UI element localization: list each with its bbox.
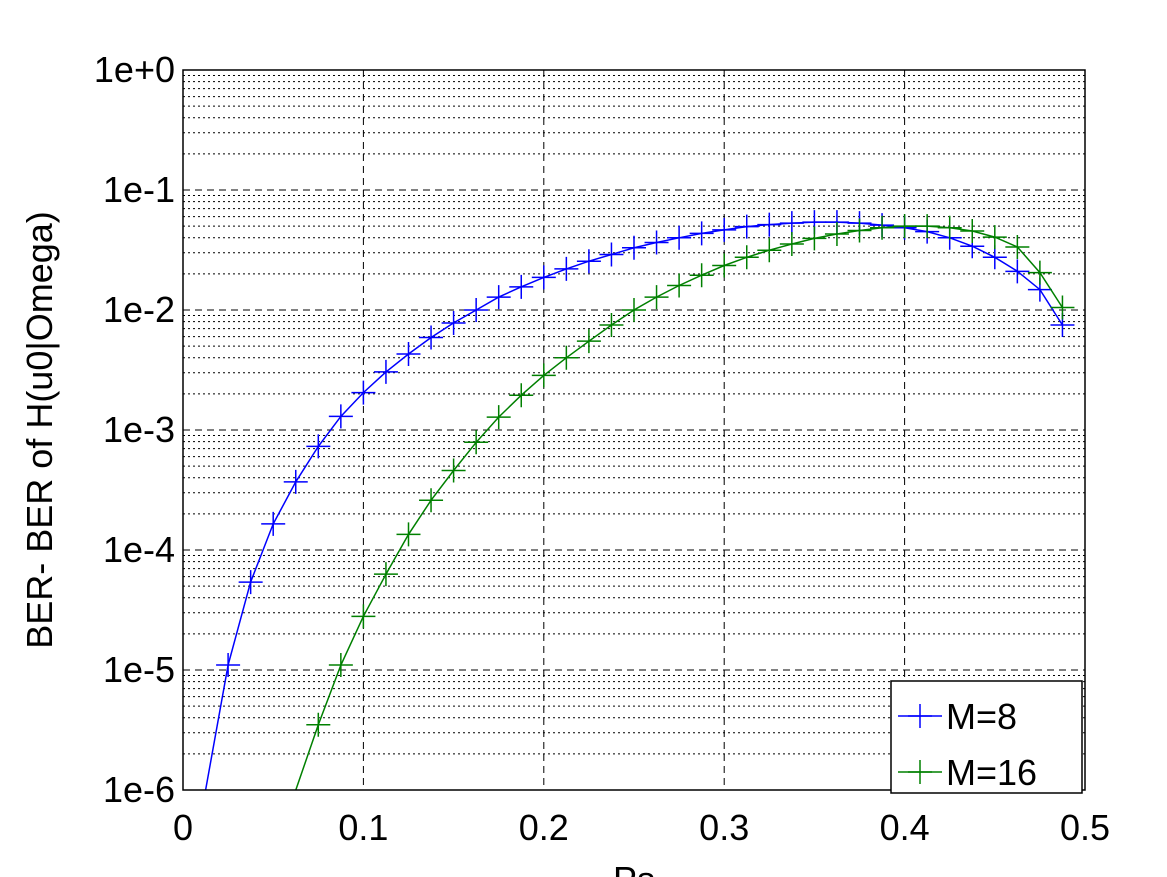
data-point <box>576 329 601 354</box>
x-tick-label: 0.3 <box>699 807 749 848</box>
x-tick-label: 0.1 <box>338 807 388 848</box>
data-point <box>689 263 714 288</box>
data-point <box>419 488 444 513</box>
data-point <box>1050 295 1075 320</box>
data-point <box>283 469 308 494</box>
y-tick-label: 1e-3 <box>103 409 175 450</box>
legend-entry-m-8: M=8 <box>898 696 1017 737</box>
data-point <box>802 226 827 251</box>
y-tick-label: 1e-1 <box>103 169 175 210</box>
data-point <box>464 430 489 455</box>
data-point <box>509 274 534 299</box>
data-point <box>328 404 353 429</box>
y-tick-label: 1e-2 <box>103 289 175 330</box>
data-point <box>373 359 398 384</box>
data-point <box>419 325 444 350</box>
data-point <box>1027 260 1052 285</box>
plot-frame <box>182 69 1086 791</box>
data-point <box>937 215 962 240</box>
data-point <box>238 570 263 595</box>
data-point <box>779 211 804 236</box>
x-axis-ticks: 0 0.1 0.2 0.3 0.4 0.5 <box>173 807 1110 848</box>
data-point <box>486 405 511 430</box>
data-point <box>396 522 421 547</box>
legend-marker <box>908 760 932 784</box>
data-point <box>396 341 421 366</box>
x-tick-label: 0.4 <box>880 807 930 848</box>
data-point <box>644 285 669 310</box>
series-layer <box>204 210 1075 790</box>
legend-entry-m-16: M=16 <box>898 752 1037 793</box>
data-point <box>960 219 985 244</box>
data-point <box>216 653 241 678</box>
data-point <box>441 310 466 335</box>
y-axis-ticks: 1e-6 1e-5 1e-4 1e-3 1e-2 1e-1 1e+0 <box>94 49 175 810</box>
data-point <box>351 604 376 629</box>
data-point <box>531 363 556 388</box>
data-point <box>441 458 466 483</box>
data-point <box>712 253 737 278</box>
data-point <box>712 217 737 242</box>
x-tick-label: 0.5 <box>1060 807 1110 848</box>
data-point <box>599 312 624 337</box>
data-point <box>351 380 376 405</box>
data-point <box>486 285 511 310</box>
legend-marker <box>908 704 932 728</box>
legend-entries: M=8 M=16 <box>898 696 1037 793</box>
data-point <box>870 215 895 240</box>
x-tick-label: 0 <box>173 807 193 848</box>
data-point <box>554 345 579 370</box>
data-point <box>644 230 669 255</box>
y-tick-label: 1e-5 <box>103 649 175 690</box>
data-point <box>306 434 331 459</box>
data-point <box>328 653 353 678</box>
data-point <box>599 242 624 267</box>
data-point <box>915 214 940 239</box>
data-point <box>757 212 782 237</box>
data-point <box>847 218 872 243</box>
data-point <box>892 214 917 239</box>
data-point <box>982 245 1007 270</box>
data-point <box>554 256 579 281</box>
y-tick-label: 1e+0 <box>94 49 175 90</box>
data-point <box>261 511 286 536</box>
y-axis-label: BER- BER of H(u0|Omega) <box>19 211 60 648</box>
x-tick-label: 0.2 <box>519 807 569 848</box>
x-axis-label: Ps <box>613 859 655 877</box>
y-tick-label: 1e-6 <box>103 769 175 810</box>
data-point <box>576 249 601 274</box>
legend-box <box>890 680 1083 794</box>
data-point <box>689 221 714 246</box>
data-point <box>757 238 782 263</box>
data-point <box>306 712 331 737</box>
legend: M=8 M=16 <box>890 680 1083 794</box>
data-point <box>734 245 759 270</box>
data-point <box>373 562 398 587</box>
legend-label: M=8 <box>946 696 1017 737</box>
data-point <box>667 225 692 250</box>
data-point <box>779 231 804 256</box>
series-m-16 <box>295 214 1075 790</box>
legend-label: M=16 <box>946 752 1037 793</box>
data-point <box>824 221 849 246</box>
data-point <box>1005 259 1030 284</box>
data-point <box>667 273 692 298</box>
data-point <box>734 214 759 239</box>
data-point <box>509 383 534 408</box>
data-point <box>622 298 646 322</box>
data-point <box>531 265 556 290</box>
data-point <box>622 235 646 260</box>
y-tick-label: 1e-4 <box>103 529 175 570</box>
data-point <box>464 298 489 322</box>
data-point <box>1005 234 1030 259</box>
data-point <box>982 225 1007 250</box>
